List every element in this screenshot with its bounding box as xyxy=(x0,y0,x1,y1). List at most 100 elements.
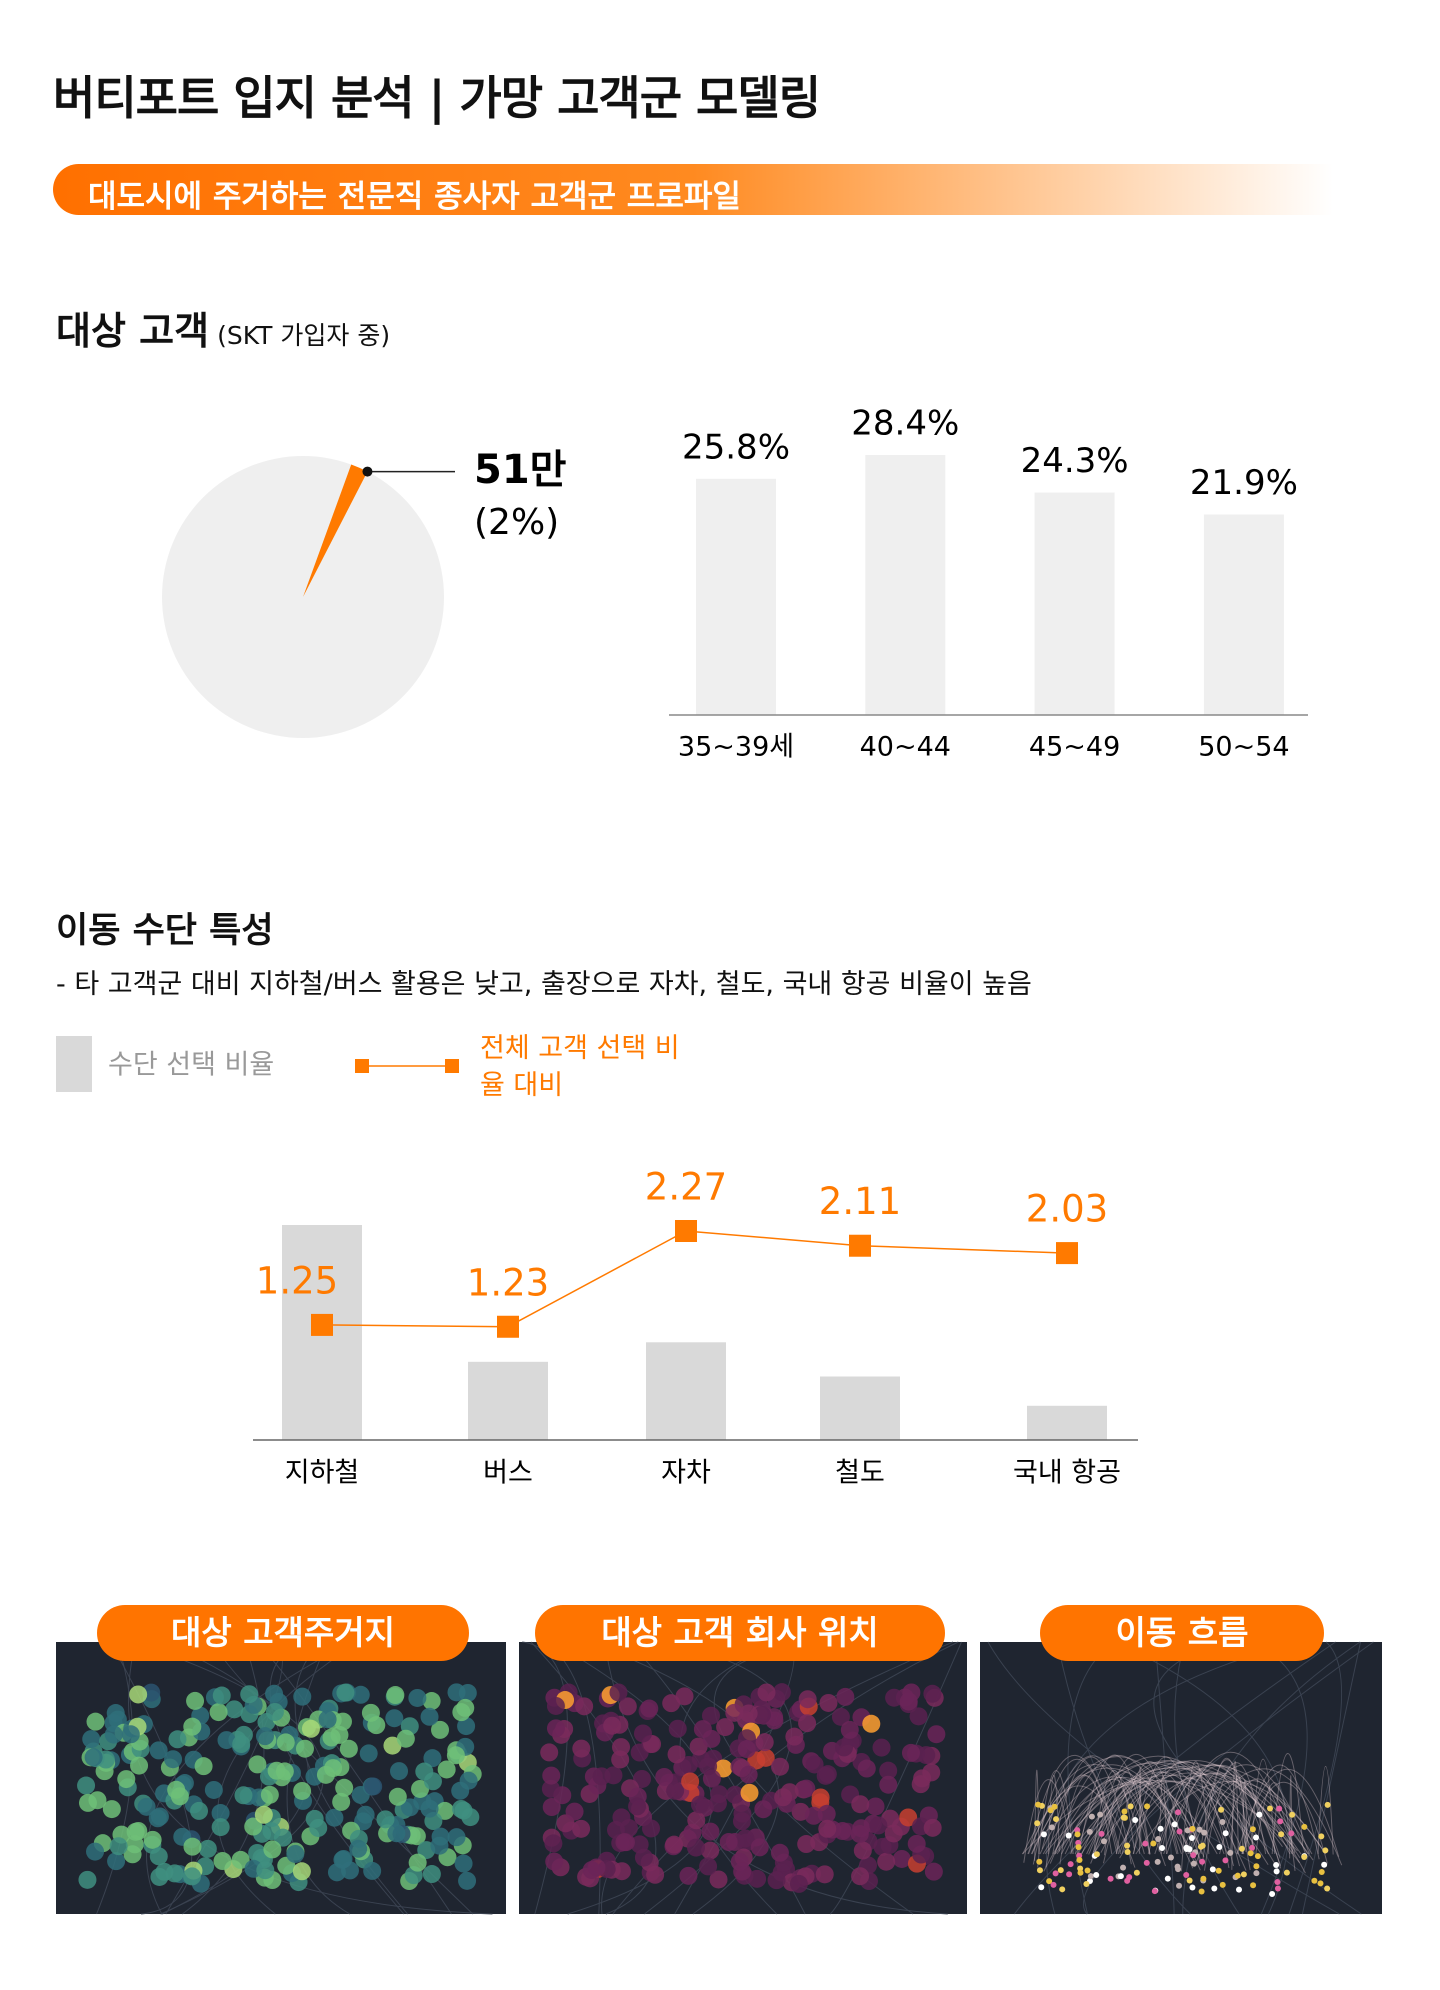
map-hex xyxy=(194,1757,213,1776)
map-flow xyxy=(1187,1772,1251,1871)
bar xyxy=(696,478,776,715)
map-hex xyxy=(240,1685,259,1704)
map-point xyxy=(1051,1803,1058,1810)
map-point xyxy=(1117,1873,1124,1880)
map-flow xyxy=(1093,1753,1179,1858)
map-hex xyxy=(82,1730,101,1749)
map-hex xyxy=(209,1703,228,1722)
map-hex xyxy=(183,1837,202,1856)
map-flow xyxy=(1154,1764,1281,1866)
x-tick-label: 버스 xyxy=(483,1458,533,1489)
map-point xyxy=(1035,1801,1042,1808)
map-point xyxy=(1036,1858,1043,1865)
map-hex xyxy=(836,1687,855,1706)
map-hex xyxy=(750,1838,769,1857)
map-hex xyxy=(86,1712,105,1731)
map-hex xyxy=(702,1729,721,1748)
x-tick-label: 철도 xyxy=(835,1458,885,1489)
line-marker xyxy=(675,1220,697,1242)
map-point xyxy=(1253,1870,1260,1877)
map-hex xyxy=(150,1807,169,1826)
map-point xyxy=(1222,1857,1229,1864)
map-hex xyxy=(699,1757,718,1776)
map-hex xyxy=(884,1824,903,1843)
map-point xyxy=(1036,1867,1043,1874)
map-hex xyxy=(292,1862,311,1881)
map-flow xyxy=(1117,1773,1309,1855)
map-flow xyxy=(1086,1760,1255,1855)
map-point xyxy=(1084,1867,1091,1874)
map-label: 이동 흐름 xyxy=(1040,1605,1324,1661)
map-point xyxy=(1086,1828,1093,1835)
map-hex xyxy=(461,1808,480,1827)
map-point xyxy=(1077,1865,1084,1872)
map-flow xyxy=(1121,1771,1202,1855)
map-hex xyxy=(104,1725,123,1744)
map-hex xyxy=(423,1749,442,1768)
map-point xyxy=(1121,1808,1128,1815)
map-flow xyxy=(1023,1779,1073,1863)
map-flow xyxy=(1200,1759,1255,1855)
map-point xyxy=(1124,1848,1131,1855)
map-point xyxy=(1174,1809,1181,1816)
map-flow xyxy=(1076,1768,1301,1859)
map-hex xyxy=(234,1786,253,1805)
map-point xyxy=(1199,1858,1206,1865)
map-hex xyxy=(690,1795,709,1814)
map-flow xyxy=(1054,1766,1314,1861)
map-point xyxy=(1190,1860,1197,1867)
map-hex xyxy=(642,1819,661,1838)
map-decoration xyxy=(77,1641,493,1915)
map-hex xyxy=(736,1829,755,1848)
map-hex xyxy=(857,1759,876,1778)
map-hex xyxy=(293,1781,312,1800)
map-hex xyxy=(183,1717,202,1736)
map-point xyxy=(1098,1830,1105,1837)
map-hex xyxy=(667,1745,686,1764)
map-point xyxy=(1133,1869,1140,1876)
map-flow xyxy=(1093,1770,1135,1855)
x-tick-label: 자차 xyxy=(661,1458,711,1489)
map-hex xyxy=(754,1800,773,1819)
line-marker xyxy=(849,1234,871,1257)
map-hex xyxy=(262,1822,281,1841)
map-point xyxy=(1273,1868,1280,1875)
map-point xyxy=(1100,1838,1107,1845)
map-flow xyxy=(1088,1760,1245,1855)
map-hex xyxy=(575,1697,594,1716)
map-hex xyxy=(679,1755,698,1774)
map-hex xyxy=(256,1861,275,1880)
map-hex xyxy=(232,1735,251,1754)
map-point xyxy=(1196,1826,1203,1833)
map-point xyxy=(1176,1828,1183,1835)
map-point xyxy=(1074,1827,1081,1834)
map-point xyxy=(1289,1811,1296,1818)
map-point xyxy=(1159,1844,1166,1851)
map-point xyxy=(1274,1879,1281,1886)
map-hex xyxy=(774,1788,793,1807)
map-flow xyxy=(1049,1776,1192,1864)
map-point xyxy=(1126,1874,1133,1881)
map-hex xyxy=(862,1714,881,1733)
map-hex xyxy=(789,1874,808,1893)
map-hex xyxy=(545,1852,564,1871)
map-hex xyxy=(217,1731,236,1750)
map-hex xyxy=(752,1705,771,1724)
map-road xyxy=(216,1641,359,1915)
map-hex xyxy=(437,1760,456,1779)
map-hex xyxy=(117,1770,136,1789)
map-point xyxy=(1142,1840,1149,1847)
map-hex xyxy=(149,1741,168,1760)
map-point xyxy=(1066,1871,1073,1878)
banner xyxy=(53,164,1333,215)
map-hex xyxy=(401,1798,420,1817)
map-hex xyxy=(725,1785,744,1804)
map-point xyxy=(1283,1869,1290,1876)
map-hex xyxy=(540,1743,559,1762)
map-point xyxy=(1048,1824,1055,1831)
map-hex xyxy=(385,1709,404,1728)
map-point xyxy=(1088,1813,1095,1820)
map-point xyxy=(1040,1831,1047,1838)
map-hex xyxy=(263,1840,282,1859)
